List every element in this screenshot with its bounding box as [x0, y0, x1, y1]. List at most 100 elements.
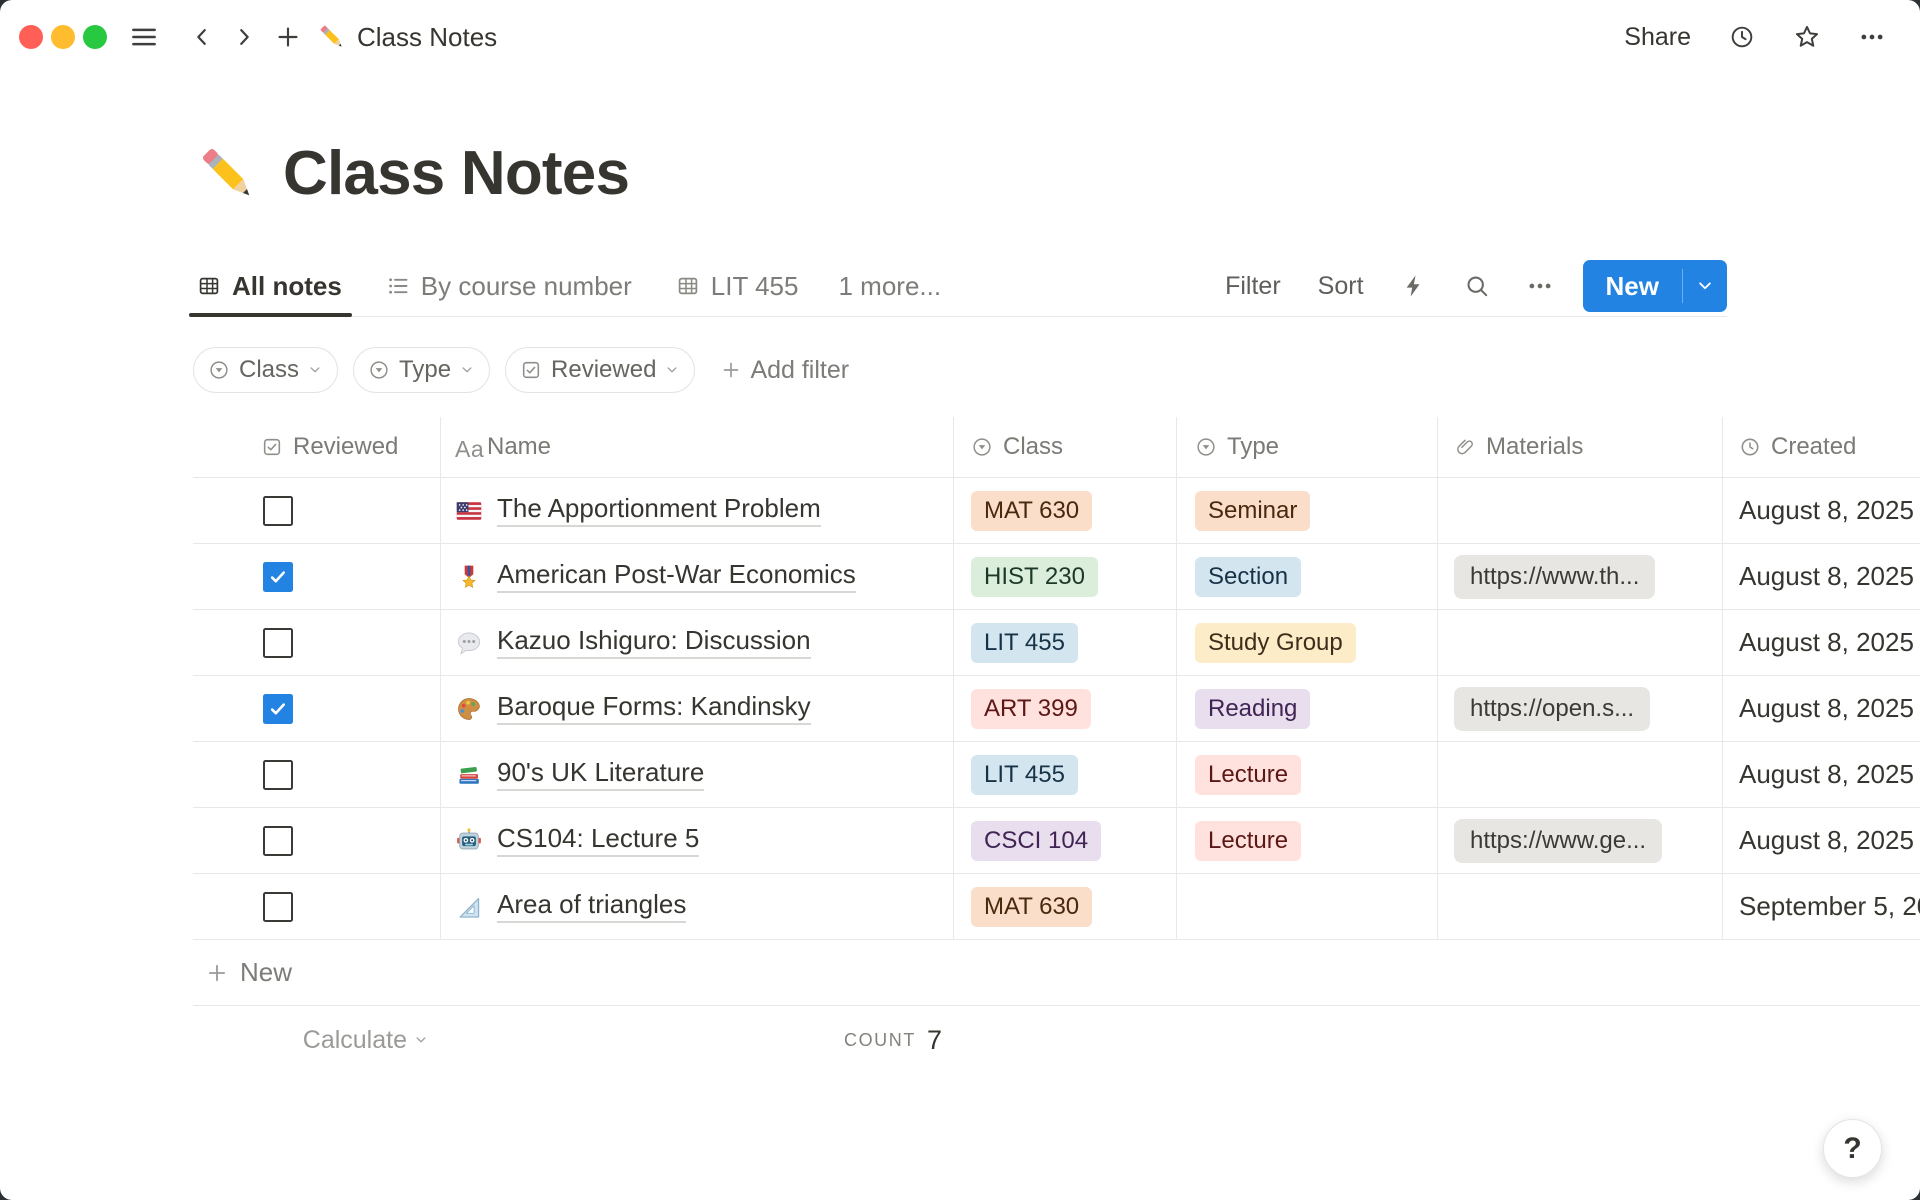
calculate-dropdown[interactable]: Calculate	[193, 1006, 441, 1074]
name-cell[interactable]: Baroque Forms: Kandinsky	[441, 676, 954, 742]
view-tab-lit-455[interactable]: LIT 455	[672, 256, 803, 316]
name-cell[interactable]: Area of triangles	[441, 874, 954, 940]
column-header-class[interactable]: Class	[954, 417, 1177, 478]
view-tab-all-notes[interactable]: All notes	[189, 256, 352, 317]
sidebar-toggle-hamburger-icon[interactable]	[129, 22, 159, 52]
name-cell[interactable]: 90's UK Literature	[441, 742, 954, 808]
type-cell[interactable]: Seminar	[1177, 478, 1438, 544]
reviewed-checkbox-unchecked[interactable]	[263, 891, 293, 922]
page-link[interactable]: Area of triangles	[497, 890, 687, 923]
materials-cell[interactable]: https://open.s...	[1438, 676, 1723, 742]
window-close-button[interactable]	[19, 25, 43, 49]
nav-forward-icon[interactable]	[233, 26, 255, 48]
materials-link-chip[interactable]: https://www.th...	[1454, 554, 1656, 599]
class-cell[interactable]: LIT 455	[954, 742, 1177, 808]
emoji-palette-icon	[455, 695, 483, 723]
type-cell[interactable]: Study Group	[1177, 610, 1438, 676]
created-cell[interactable]: August 8, 2025	[1723, 478, 1920, 544]
reviewed-checkbox-checked[interactable]	[263, 693, 293, 724]
favorite-star-icon[interactable]	[1793, 23, 1821, 51]
chevron-down-icon	[665, 363, 679, 377]
more-views-button[interactable]: 1 more...	[838, 270, 942, 301]
help-button[interactable]: ?	[1823, 1119, 1882, 1178]
column-header-reviewed[interactable]: Reviewed	[193, 417, 441, 478]
materials-cell[interactable]: https://www.th...	[1438, 544, 1723, 610]
filter-button[interactable]: Filter	[1225, 271, 1281, 300]
breadcrumb[interactable]: Class Notes	[318, 22, 497, 53]
reviewed-checkbox-unchecked[interactable]	[263, 825, 293, 856]
reviewed-checkbox-unchecked[interactable]	[263, 759, 293, 790]
materials-link-chip[interactable]: https://www.ge...	[1454, 818, 1663, 863]
page-link[interactable]: CS104: Lecture 5	[497, 824, 700, 857]
window-minimize-button[interactable]	[51, 25, 75, 49]
automations-bolt-icon[interactable]	[1401, 273, 1427, 299]
reviewed-checkbox-unchecked[interactable]	[263, 495, 293, 526]
reviewed-checkbox-checked[interactable]	[263, 561, 293, 592]
type-cell[interactable]: Lecture	[1177, 742, 1438, 808]
page-pencil-emoji-icon[interactable]	[197, 143, 259, 205]
materials-cell[interactable]: https://www.ge...	[1438, 808, 1723, 874]
reviewed-checkbox-unchecked[interactable]	[263, 627, 293, 658]
materials-cell[interactable]	[1438, 478, 1723, 544]
name-cell[interactable]: The Apportionment Problem	[441, 478, 954, 544]
class-cell[interactable]: MAT 630	[954, 478, 1177, 544]
new-page-plus-icon[interactable]	[275, 24, 301, 50]
filter-chip-class[interactable]: Class	[193, 347, 339, 393]
new-row-button[interactable]: New	[193, 940, 1920, 1006]
select-icon	[971, 436, 993, 458]
type-cell[interactable]: Lecture	[1177, 808, 1438, 874]
column-header-name[interactable]: Aa Name	[441, 417, 954, 478]
materials-cell[interactable]	[1438, 874, 1723, 940]
page-link[interactable]: Baroque Forms: Kandinsky	[497, 692, 811, 725]
created-cell[interactable]: August 8, 2025	[1723, 610, 1920, 676]
type-cell[interactable]	[1177, 874, 1438, 940]
materials-cell[interactable]	[1438, 610, 1723, 676]
filter-chip-reviewed[interactable]: Reviewed	[505, 347, 696, 393]
created-cell[interactable]: September 5, 2025	[1723, 874, 1920, 940]
column-header-materials[interactable]: Materials	[1438, 417, 1723, 478]
nav-back-icon[interactable]	[191, 26, 213, 48]
search-icon[interactable]	[1464, 273, 1490, 299]
created-date: August 8, 2025	[1739, 495, 1914, 525]
new-button-chevron-down-icon[interactable]	[1683, 260, 1727, 312]
page-title[interactable]: Class Notes	[283, 139, 630, 208]
clip-icon	[1454, 436, 1476, 458]
page-link[interactable]: The Apportionment Problem	[497, 494, 821, 527]
page-link[interactable]: American Post-War Economics	[497, 560, 856, 593]
class-cell[interactable]: ART 399	[954, 676, 1177, 742]
page-link[interactable]: Kazuo Ishiguro: Discussion	[497, 626, 811, 659]
add-filter-button[interactable]: Add filter	[721, 356, 849, 385]
type-tag: Study Group	[1195, 622, 1356, 663]
type-tag: Section	[1195, 556, 1302, 597]
materials-cell[interactable]	[1438, 742, 1723, 808]
materials-link-chip[interactable]: https://open.s...	[1454, 686, 1651, 731]
reviewed-cell	[193, 676, 441, 742]
view-tab-by-course-number[interactable]: By course number	[382, 256, 636, 316]
count-calculation[interactable]: COUNT 7	[441, 1006, 954, 1074]
name-cell[interactable]: Kazuo Ishiguro: Discussion	[441, 610, 954, 676]
column-header-type[interactable]: Type	[1177, 417, 1438, 478]
view-options-ellipsis-icon[interactable]	[1527, 273, 1553, 299]
type-cell[interactable]: Section	[1177, 544, 1438, 610]
history-clock-icon[interactable]	[1729, 24, 1755, 50]
class-cell[interactable]: HIST 230	[954, 544, 1177, 610]
filter-chip-type[interactable]: Type	[353, 347, 491, 393]
name-cell[interactable]: CS104: Lecture 5	[441, 808, 954, 874]
class-cell[interactable]: LIT 455	[954, 610, 1177, 676]
column-header-created[interactable]: Created	[1723, 417, 1920, 478]
type-cell[interactable]: Reading	[1177, 676, 1438, 742]
class-cell[interactable]: MAT 630	[954, 874, 1177, 940]
created-cell[interactable]: August 8, 2025	[1723, 676, 1920, 742]
sort-button[interactable]: Sort	[1317, 271, 1364, 300]
created-cell[interactable]: August 8, 2025	[1723, 544, 1920, 610]
created-cell[interactable]: August 8, 2025	[1723, 808, 1920, 874]
more-options-ellipsis-icon[interactable]	[1859, 24, 1885, 50]
new-button[interactable]: New	[1605, 270, 1659, 301]
window-zoom-button[interactable]	[83, 25, 107, 49]
class-cell[interactable]: CSCI 104	[954, 808, 1177, 874]
name-cell[interactable]: American Post-War Economics	[441, 544, 954, 610]
created-cell[interactable]: August 8, 2025	[1723, 742, 1920, 808]
page-link[interactable]: 90's UK Literature	[497, 758, 705, 791]
share-button[interactable]: Share	[1624, 22, 1691, 51]
